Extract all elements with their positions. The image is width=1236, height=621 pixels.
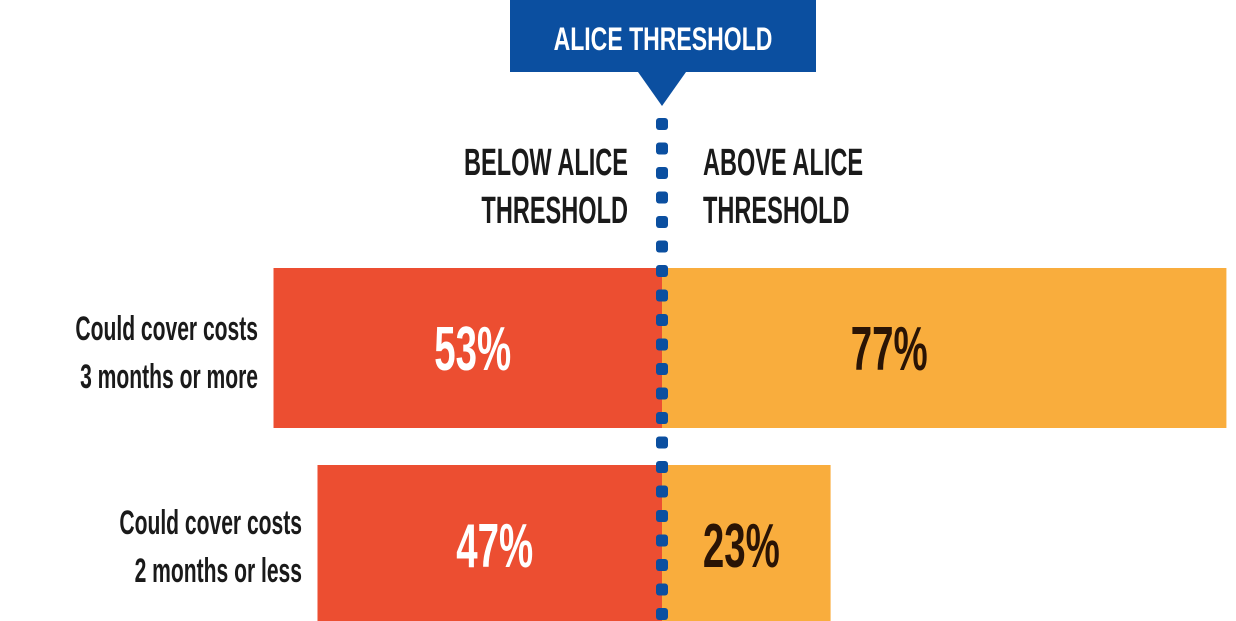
value-label-below-row-1: 47% [456,511,533,581]
column-headers: BELOW ALICE THRESHOLD ABOVE ALICE THRESH… [464,140,863,231]
threshold-dot [656,167,668,179]
bars-group: 53% 77% 47% 23% [273,268,1227,621]
right-header-line1: ABOVE ALICE [703,140,863,183]
value-label-above-row-1: 23% [703,511,780,581]
threshold-callout: ALICE THRESHOLD [510,0,816,106]
threshold-dot [656,142,668,155]
row-label-1-line2: 2 months or less [135,551,302,589]
bar-below-row-0 [273,268,662,428]
threshold-dot [656,289,668,302]
threshold-dot [656,240,668,253]
row-label-0-line2: 3 months or more [80,357,258,395]
bar-above-row-1 [662,465,831,621]
left-header-line1: BELOW ALICE [464,140,628,183]
threshold-dot [656,338,668,351]
left-header-line2: THRESHOLD [481,188,628,231]
right-header-line2: THRESHOLD [703,188,850,231]
threshold-line [656,118,668,620]
threshold-dot [656,436,668,449]
threshold-label: ALICE THRESHOLD [554,21,773,57]
threshold-dot [656,191,668,204]
threshold-dot [656,510,668,522]
threshold-dot [656,485,668,498]
threshold-dot [656,412,668,424]
bar-below-row-1 [317,465,662,621]
threshold-dot [656,265,668,277]
threshold-dot [656,461,668,473]
row-label-1-line1: Could cover costs [119,503,302,541]
value-label-above-row-0: 77% [851,314,928,384]
threshold-callout-box [510,0,816,72]
threshold-dot [656,559,668,571]
threshold-dot [656,363,668,375]
threshold-dot [656,314,668,326]
row-label-0-line1: Could cover costs [75,309,258,347]
threshold-callout-pointer [638,72,686,106]
row-labels: Could cover costs 3 months or more Could… [75,309,302,589]
value-label-below-row-0: 53% [434,314,511,384]
threshold-dot [656,583,668,596]
bar-above-row-0 [662,268,1227,428]
threshold-dot [656,118,668,130]
threshold-dot [656,534,668,547]
threshold-dot [656,387,668,400]
threshold-dot [656,608,668,620]
threshold-dot [656,216,668,228]
